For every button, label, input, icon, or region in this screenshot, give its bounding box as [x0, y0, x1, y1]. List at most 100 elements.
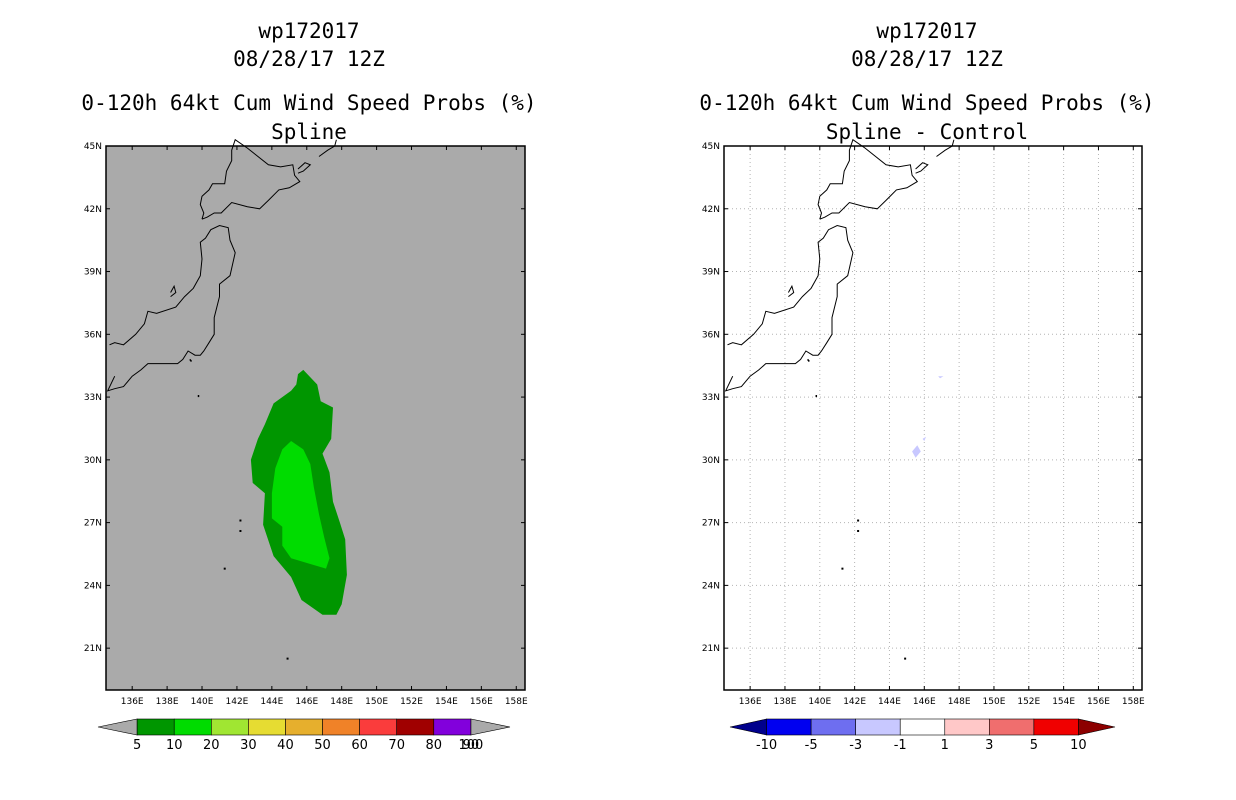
left-datetime: 08/28/17 12Z [233, 47, 385, 71]
x-tick-label: 152E [400, 697, 423, 707]
colorbar-label: 1 [941, 738, 949, 753]
colorbar-label: 40 [277, 738, 294, 753]
coastline-sado [787, 284, 795, 297]
x-tick-label: 138E [156, 697, 179, 707]
x-tick-label: 150E [365, 697, 388, 707]
x-tick-label: 158E [505, 697, 528, 707]
colorbar-segment [173, 718, 212, 736]
colorbar-segment [766, 718, 812, 736]
colorbar-label: 30 [240, 738, 257, 753]
coastline-kunashir [915, 162, 929, 174]
y-tick-label: 39N [702, 268, 720, 278]
y-tick-label: 30N [84, 456, 102, 466]
colorbar-label: 80 [426, 738, 443, 753]
colorbar-segment [810, 718, 856, 736]
x-tick-label: 156E [1087, 697, 1110, 707]
right-map-plot: 136E 138E 140E 142E 144E 146E 148E 150E 152E 154E… [702, 138, 1145, 707]
x-tick-label: 152E [1017, 697, 1040, 707]
colorbar-right-triangle [470, 718, 511, 736]
right-colorbar: -10 -5 -3 -1 1 3 5 10 [729, 718, 1116, 753]
small-island [857, 529, 860, 532]
coastline-japan-main [724, 224, 854, 392]
left-storm-id: wp172017 [258, 19, 359, 43]
colorbar-label: 50 [314, 738, 331, 753]
colorbar-label: -1 [894, 738, 907, 753]
colorbar-label: 70 [388, 738, 405, 753]
right-title: 0-120h 64kt Cum Wind Speed Probs (%) [699, 91, 1154, 115]
y-tick-label: 42N [84, 205, 102, 215]
x-tick-label: 142E [843, 697, 866, 707]
colorbar-label: -10 [756, 738, 777, 753]
x-tick-label: 150E [983, 697, 1006, 707]
small-island [841, 567, 844, 570]
colorbar-label: 5 [133, 738, 141, 753]
y-tick-label: 33N [84, 393, 102, 403]
colorbar-left-triangle [729, 718, 767, 736]
colorbar-segment [855, 718, 901, 736]
colorbar-segment [944, 718, 990, 736]
colorbar-label: 20 [203, 738, 220, 753]
colorbar-label: -5 [805, 738, 818, 753]
colorbar-label: 100 [458, 738, 483, 753]
colorbar-label: 60 [351, 738, 368, 753]
coastline-hokkaido [817, 138, 919, 220]
colorbar-segment [433, 718, 472, 736]
coastline-iturup [318, 139, 337, 157]
y-tick-label: 30N [702, 456, 720, 466]
island-oshima [807, 358, 810, 362]
x-tick-label: 140E [808, 697, 831, 707]
colorbar-label: 10 [166, 738, 183, 753]
small-island [904, 657, 907, 660]
colorbar-segment [396, 718, 435, 736]
coastline-sado [170, 284, 177, 297]
colorbar-label: 10 [1070, 738, 1087, 753]
colorbar-segment [136, 718, 175, 736]
x-tick-label: 142E [226, 697, 249, 707]
colorbar-segment [285, 718, 323, 736]
colorbar-label: 3 [985, 738, 993, 753]
coastline-iturup [936, 139, 955, 157]
x-tick-label: 146E [913, 697, 936, 707]
y-tick-label: 39N [84, 268, 102, 278]
plot-frame [105, 145, 526, 691]
colorbar-left-triangle [97, 718, 138, 736]
x-tick-label: 138E [774, 697, 797, 707]
colorbar-label: 90 [463, 738, 480, 753]
y-tick-label: 21N [84, 644, 102, 654]
y-tick-label: 45N [84, 142, 102, 152]
difference-spot [912, 445, 921, 458]
small-island [286, 657, 289, 660]
x-tick-label: 148E [948, 697, 971, 707]
x-tick-label: 156E [470, 697, 493, 707]
x-tick-label: 148E [330, 697, 353, 707]
y-tick-label: 36N [702, 330, 720, 340]
plot-background [724, 146, 1142, 690]
difference-spot [922, 436, 926, 441]
x-tick-label: 144E [260, 697, 283, 707]
island-oshima [189, 358, 193, 362]
small-island [223, 567, 226, 570]
coastline-japan-main [106, 224, 236, 392]
difference-spot [938, 376, 944, 379]
y-tick-label: 24N [702, 581, 720, 591]
coastline-kunashir [297, 162, 312, 174]
small-island [239, 529, 242, 532]
y-tick-label: 24N [84, 581, 102, 591]
small-island [857, 519, 860, 522]
colorbar-segment [359, 718, 397, 736]
right-storm-id: wp172017 [876, 19, 977, 43]
x-tick-label: 136E [739, 697, 762, 707]
colorbar-segment [989, 718, 1035, 736]
left-subtitle: Spline [271, 120, 347, 144]
colorbar-right-triangle [1078, 718, 1116, 736]
y-tick-label: 21N [702, 644, 720, 654]
probability-contour-10-20 [271, 441, 330, 569]
x-tick-label: 136E [121, 697, 144, 707]
left-map-plot: 136E 138E 140E 142E 144E 146E 148E 150E 152E 154E… [84, 138, 528, 707]
x-tick-label: 154E [435, 697, 458, 707]
coastline-hokkaido [199, 138, 301, 220]
y-tick-label: 45N [702, 142, 720, 152]
colorbar-segment [211, 718, 249, 736]
plot-frame [723, 145, 1143, 691]
